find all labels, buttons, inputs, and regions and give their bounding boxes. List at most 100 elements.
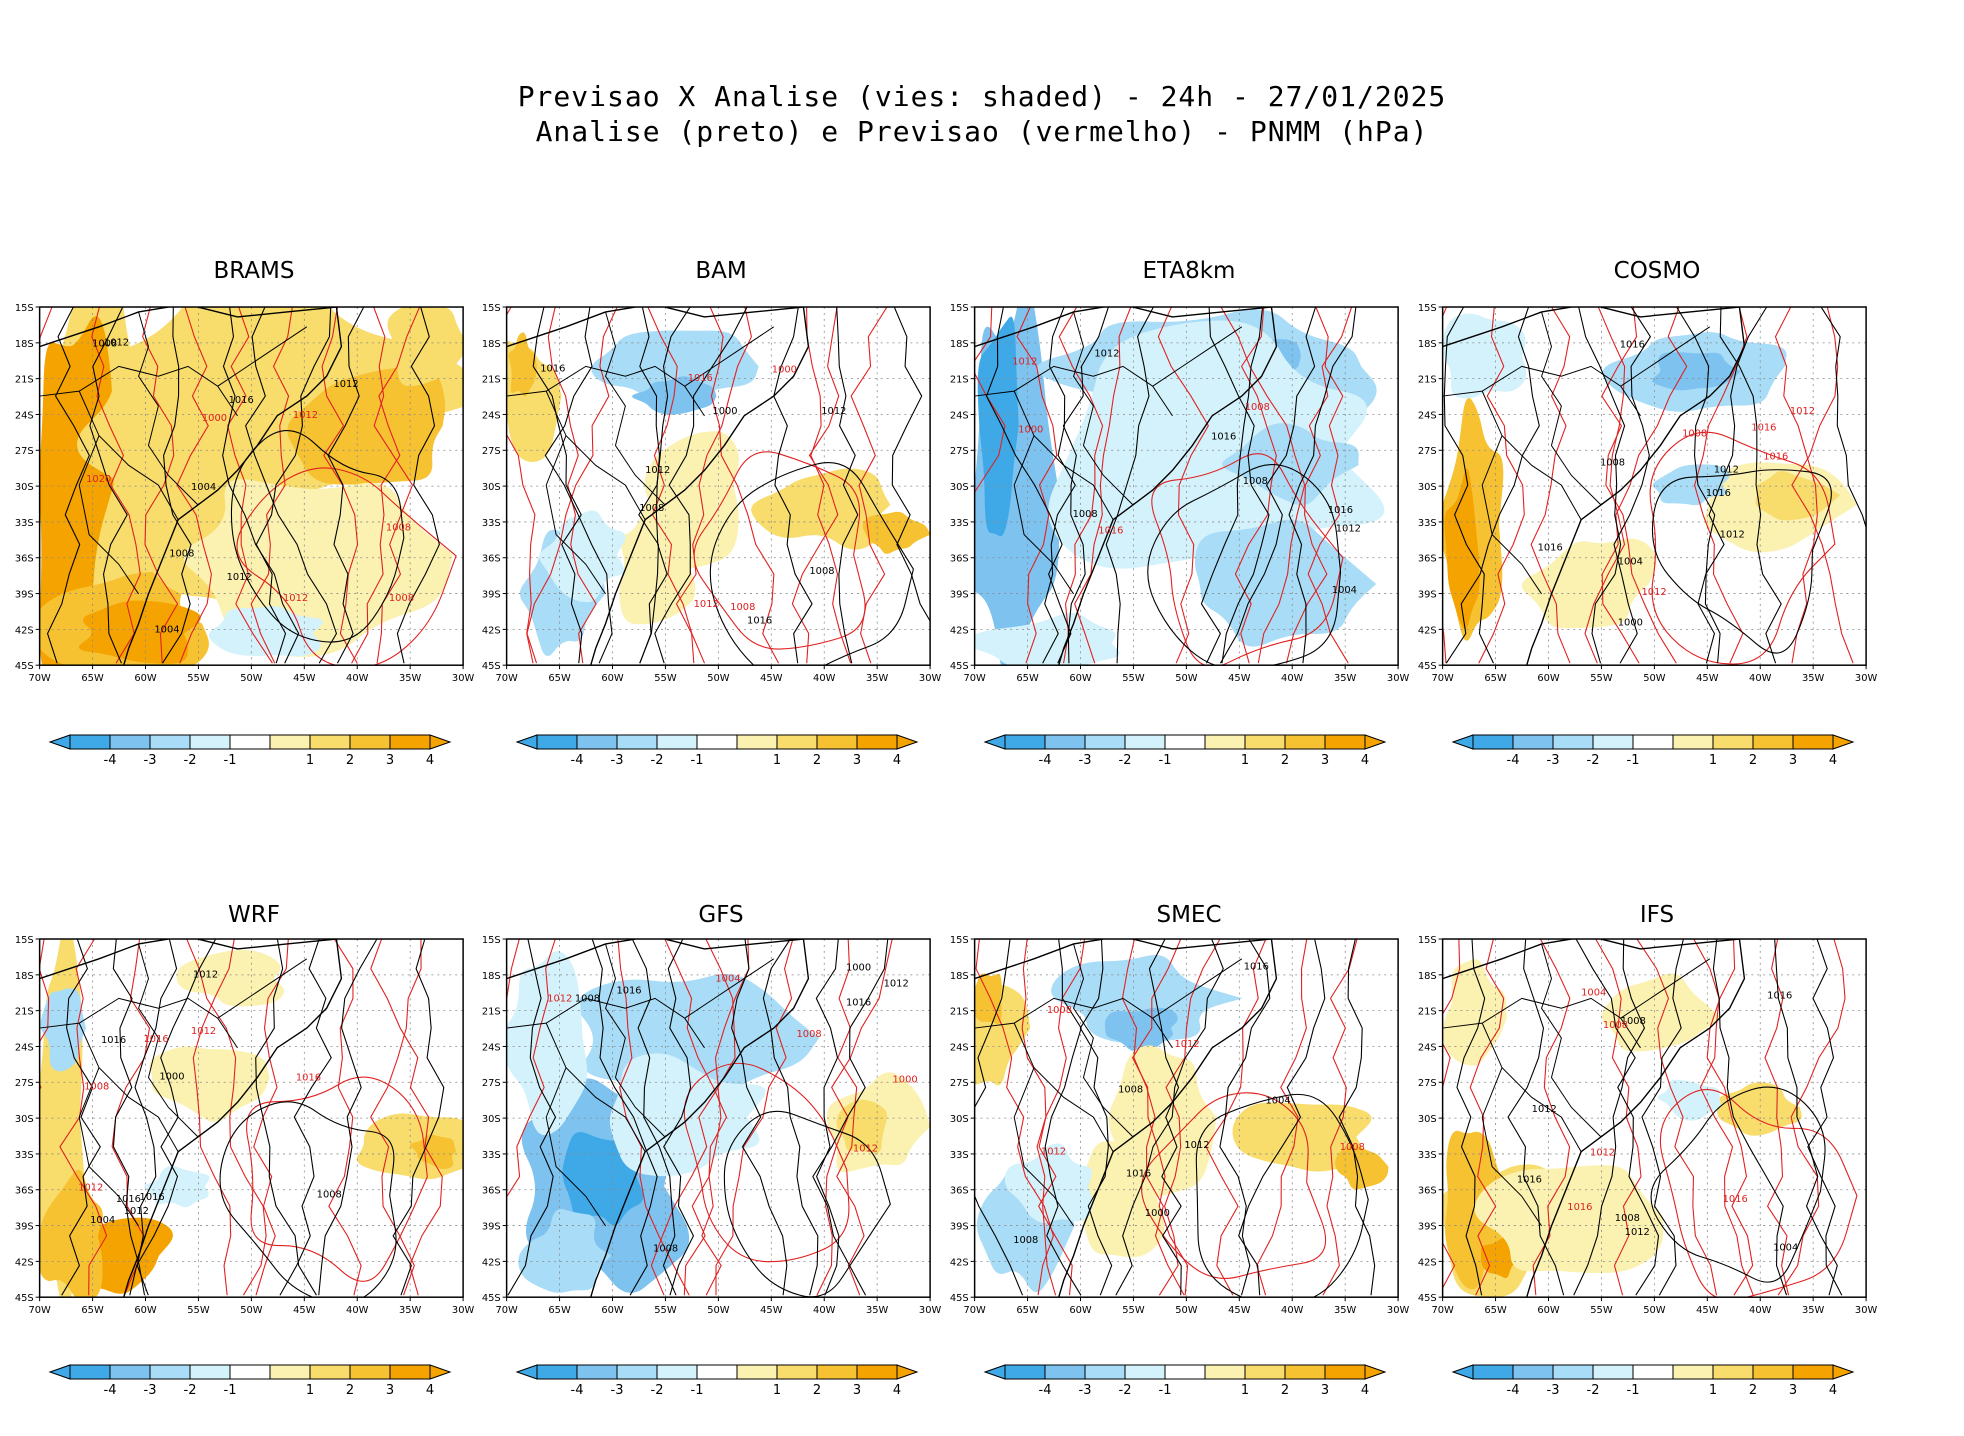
- colorbar-segment: [1284, 734, 1326, 750]
- contour-label-forecast: 1016: [296, 1073, 321, 1084]
- isobar-line: [255, 939, 317, 1296]
- isobar-line: [731, 939, 788, 1296]
- colorbar-extend-high: [1832, 734, 1855, 750]
- colorbar-segment: [349, 734, 391, 750]
- lon-tick-label: 70W: [28, 1305, 51, 1316]
- colorbar-segment: [1044, 734, 1086, 750]
- isobar-line: [1676, 307, 1721, 664]
- lat-tick-label: 24S: [482, 1042, 501, 1053]
- isobar-line: [1042, 307, 1076, 664]
- forecast-contours: [39, 939, 443, 1296]
- lon-tick-label: 40W: [813, 673, 836, 684]
- lon-tick-label: 60W: [134, 673, 157, 684]
- lat-tick-label: 33S: [950, 1150, 969, 1161]
- bias-shading: [149, 1046, 270, 1122]
- lat-tick-label: 15S: [15, 935, 34, 946]
- colorbar-extend-low: [983, 1364, 1006, 1380]
- isobar-line: [850, 307, 888, 664]
- lon-tick-label: 65W: [1484, 1305, 1507, 1316]
- lat-tick-label: 36S: [950, 554, 969, 565]
- isobar-line: [351, 307, 421, 664]
- lon-tick-label: 65W: [1016, 673, 1039, 684]
- colorbar-segment: [616, 1364, 658, 1380]
- coastline: [974, 307, 1278, 666]
- panel-title: IFS: [1639, 902, 1675, 928]
- bias-shading: [1521, 538, 1657, 629]
- colorbar-label: 4: [426, 753, 434, 768]
- isobar-line: [650, 939, 750, 1296]
- contour-label-forecast: 1008: [386, 523, 411, 534]
- colorbar-label: 3: [386, 1383, 394, 1398]
- colorbar-segment: [1792, 1364, 1834, 1380]
- contour-label: 1008: [1615, 1213, 1640, 1224]
- colorbar-segment: [1204, 1364, 1246, 1380]
- contour-label: 1012: [104, 338, 129, 349]
- contour-label-forecast: 1000: [1018, 425, 1043, 436]
- colorbar-label: 2: [1749, 753, 1757, 768]
- isobar-line: [318, 939, 378, 1296]
- colorbar-segment: [69, 734, 111, 750]
- isobar-line: [1445, 307, 1540, 664]
- isobar-line: [715, 939, 794, 1296]
- contour-label: 1016: [101, 1035, 126, 1046]
- contour-label: 1008: [575, 993, 600, 1004]
- contour-label: 1016: [116, 1194, 141, 1205]
- lon-tick-label: 35W: [399, 1305, 422, 1316]
- isobar-line: [39, 939, 50, 1091]
- contour-label: 1004: [1332, 585, 1357, 596]
- colorbar-segment: [1164, 1364, 1206, 1380]
- lat-tick-label: 24S: [1418, 410, 1437, 421]
- lon-tick-label: 50W: [240, 673, 263, 684]
- isobar-line: [506, 307, 536, 664]
- lat-tick-label: 45S: [950, 661, 969, 672]
- lat-tick-label: 33S: [1418, 1150, 1437, 1161]
- lon-tick-label: 30W: [1387, 1305, 1410, 1316]
- lon-tick-label: 60W: [601, 1305, 624, 1316]
- isobar-line: [638, 307, 691, 664]
- lat-tick-label: 24S: [950, 410, 969, 421]
- colorbar-label: -2: [1119, 753, 1132, 768]
- colorbar-segment: [576, 1364, 618, 1380]
- lon-tick-label: 60W: [601, 673, 624, 684]
- isobar-line: [227, 307, 273, 664]
- lat-tick-label: 30S: [1418, 1114, 1437, 1125]
- lat-tick-label: 21S: [950, 1007, 969, 1018]
- isobar-line: [506, 939, 556, 1198]
- isobar-line: [1200, 307, 1264, 664]
- colorbar-segment: [1244, 734, 1286, 750]
- lon-tick-label: 55W: [187, 1305, 210, 1316]
- contour-label-forecast: 1016: [1763, 451, 1788, 462]
- isobar-line: [392, 939, 445, 1296]
- isobar-line: [134, 939, 178, 1296]
- isobar-line: [1338, 939, 1376, 1296]
- lon-tick-label: 30W: [1387, 673, 1410, 684]
- contour-label: 1008: [1243, 476, 1268, 487]
- isobar-line: [89, 307, 128, 664]
- lon-tick-label: 55W: [1590, 673, 1613, 684]
- map-panel-bam: 1008 1012 1016 1000 1008 1016 1012 1012 1016 1008…: [482, 303, 942, 684]
- isobar-line: [683, 939, 736, 1296]
- isobar-line: [186, 939, 267, 1296]
- isobar-loop: [1195, 1093, 1369, 1298]
- isobar-line: [1307, 307, 1349, 664]
- contour-label: 1016: [616, 985, 641, 996]
- colorbar-label: -1: [691, 1383, 704, 1398]
- contour-label-forecast: 1008: [1682, 429, 1707, 440]
- isobar-line: [1074, 307, 1132, 664]
- lon-tick-label: 45W: [1696, 673, 1719, 684]
- contour-label-forecast: 1012: [78, 1182, 103, 1193]
- colorbar-extend-high: [429, 1364, 452, 1380]
- colorbar-label: -1: [1627, 753, 1640, 768]
- lat-tick-label: 45S: [1418, 661, 1437, 672]
- colorbar-label: 3: [1321, 753, 1329, 768]
- lon-tick-label: 65W: [81, 673, 104, 684]
- bias-shading: [1048, 320, 1385, 569]
- isobar-line: [1712, 939, 1788, 1296]
- lon-tick-label: 45W: [293, 673, 316, 684]
- lat-tick-label: 27S: [950, 1078, 969, 1089]
- lat-tick-label: 42S: [950, 1257, 969, 1268]
- panel-title: ETA8km: [1142, 258, 1236, 284]
- isobar-line: [1115, 939, 1224, 1296]
- colorbar: -4 -3 -2 -1 1 2 3 4: [983, 734, 1387, 768]
- colorbar-label: 2: [1281, 1383, 1289, 1398]
